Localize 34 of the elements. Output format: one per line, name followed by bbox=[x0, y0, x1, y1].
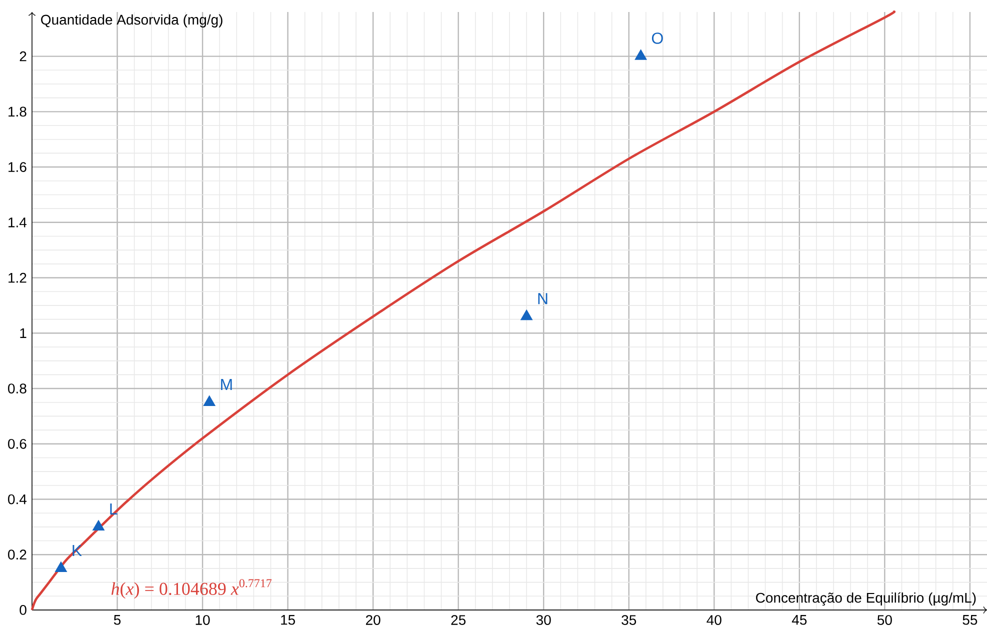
x-tick-label: 20 bbox=[366, 615, 380, 625]
x-tick-label: 5 bbox=[114, 615, 121, 625]
point bbox=[520, 310, 532, 320]
y-tick-label: 0.6 bbox=[8, 438, 26, 449]
y-tick-label: 1.4 bbox=[8, 218, 27, 228]
x-tick-label: 55 bbox=[962, 615, 978, 625]
x-tick-label: 30 bbox=[536, 615, 551, 625]
annotation: O bbox=[652, 32, 663, 44]
y-tick-label: 1 bbox=[20, 328, 26, 338]
x-tick-label: 45 bbox=[792, 615, 807, 625]
y-tick-label: 1.8 bbox=[8, 106, 26, 117]
annotation: h(x) = 0.104689 x$^{0.7717}$ bbox=[111, 579, 272, 599]
x-tick-label: 50 bbox=[877, 615, 892, 625]
y-tick-label: 0 bbox=[20, 605, 26, 615]
x-axis-title: Concentração de Equilíbrio (µg/mL) bbox=[756, 592, 976, 606]
annotation: L bbox=[110, 504, 118, 515]
y-tick-label: 2 bbox=[20, 51, 26, 62]
y-tick-label: 0.4 bbox=[8, 494, 27, 504]
point bbox=[92, 520, 104, 531]
point bbox=[55, 562, 67, 572]
y-tick-label: 1.6 bbox=[8, 162, 26, 172]
annotation: N bbox=[538, 293, 548, 304]
y-axis-title: Quantidade Adsorvida (mg/g) bbox=[41, 14, 222, 28]
y-tick-label: 0.8 bbox=[8, 384, 26, 394]
x-tick-label: 15 bbox=[281, 615, 295, 625]
annotation: M bbox=[221, 378, 232, 390]
point bbox=[203, 396, 216, 406]
point bbox=[634, 49, 647, 60]
x-tick-label: 40 bbox=[706, 615, 722, 625]
x-tick-label: 35 bbox=[622, 615, 636, 625]
x-tick-label: 25 bbox=[451, 615, 466, 625]
y-tick-label: 0.2 bbox=[8, 550, 26, 560]
x-tick-label: 10 bbox=[196, 615, 210, 625]
y-tick-label: 1.2 bbox=[8, 272, 26, 283]
